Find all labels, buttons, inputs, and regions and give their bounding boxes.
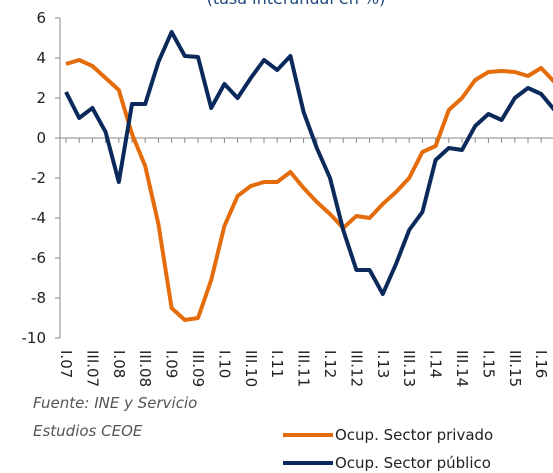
y-tick-label: -8: [31, 289, 46, 307]
x-tick-label: III.08: [136, 350, 154, 387]
legend-label: Ocup. Sector privado: [335, 426, 493, 444]
x-tick-label: III.11: [295, 350, 313, 387]
x-tick-label: I.12: [321, 350, 339, 378]
x-tick-label: I.13: [374, 350, 392, 378]
x-tick-label: I.14: [427, 350, 445, 378]
y-tick-label: 2: [36, 89, 46, 107]
x-tick-label: I.15: [479, 350, 497, 378]
x-tick-label: I.07: [57, 350, 75, 378]
x-tick-label: I.08: [110, 350, 128, 378]
plot-area: [64, 30, 553, 322]
series-line: [64, 30, 553, 296]
y-tick-label: 6: [36, 9, 46, 27]
x-tick-label: III.09: [189, 350, 207, 387]
y-tick-label: -6: [31, 249, 46, 267]
y-tick-label: 4: [36, 49, 46, 67]
source-note: Fuente: INE y Servicio: [33, 394, 197, 412]
y-tick-label: 0: [36, 129, 46, 147]
legend-label: Ocup. Sector público: [335, 454, 491, 472]
x-tick-label: I.11: [268, 350, 286, 378]
series-line: [65, 58, 553, 322]
y-tick-label: -10: [22, 329, 47, 347]
x-tick-label: I.10: [215, 350, 233, 378]
chart-subtitle: (tasa interanual en %): [207, 0, 386, 8]
x-tick-label: I.16: [532, 350, 550, 378]
x-tick-label: III.07: [83, 350, 101, 387]
source-note: Estudios CEOE: [33, 422, 143, 440]
x-tick-label: III.10: [242, 350, 260, 387]
y-tick-label: -4: [31, 209, 46, 227]
y-tick-label: -2: [31, 169, 46, 187]
x-tick-label: III.13: [400, 350, 418, 387]
x-tick-label: III.12: [347, 350, 365, 387]
x-tick-label: III.14: [453, 350, 471, 387]
x-tick-label: I.09: [163, 350, 181, 378]
x-tick-label: III.15: [506, 350, 524, 387]
